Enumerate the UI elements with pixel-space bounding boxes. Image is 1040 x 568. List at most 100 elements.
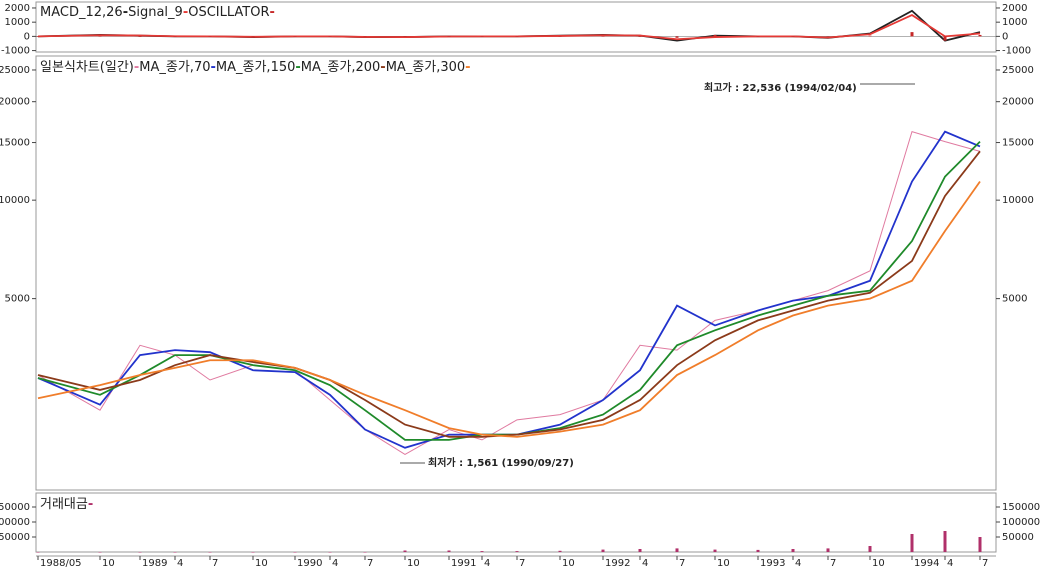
legend-entry: MA_종가,300	[386, 60, 465, 75]
x-tick-label: 4	[947, 558, 953, 568]
y-tick-label: 5000	[5, 294, 30, 305]
y-tick-label: 50000	[1002, 532, 1034, 543]
x-tick-label: 7	[519, 558, 525, 568]
bar	[208, 552, 212, 553]
y-tick-label: 150000	[0, 502, 30, 513]
x-tick-label: 1988/05	[40, 558, 82, 568]
y-tick-label: 0	[24, 31, 30, 42]
bar	[638, 549, 642, 552]
bar	[251, 36, 255, 37]
bar	[713, 34, 717, 37]
bar	[36, 36, 40, 37]
bar	[910, 32, 914, 37]
y-tick-label: 100000	[0, 517, 30, 528]
bar	[910, 534, 914, 552]
series-line	[37, 130, 981, 455]
legend-entry: MACD_12,26	[40, 5, 123, 20]
macd-panel	[35, 1, 997, 53]
series-line	[37, 181, 981, 438]
x-tick-label: 1989	[142, 558, 167, 568]
y-tick-label: 20000	[1002, 97, 1034, 108]
bar	[713, 549, 717, 552]
bar	[328, 36, 332, 37]
bar	[328, 552, 332, 553]
legend-entry: Signal_9	[128, 5, 183, 20]
legend: 일본식차트(일간)-MA_종가,70-MA_종가,150-MA_종가,200-M…	[40, 60, 471, 75]
bar	[138, 552, 142, 553]
x-tick-label: 10	[102, 558, 115, 568]
bar	[791, 36, 795, 37]
bar	[36, 552, 40, 553]
bar	[251, 552, 255, 553]
y-tick-label: 15000	[0, 138, 30, 149]
bar	[675, 548, 679, 552]
bar	[515, 551, 519, 552]
bar	[943, 531, 947, 552]
bar	[826, 548, 830, 552]
bar	[403, 36, 407, 37]
x-tick-label: 7	[982, 558, 988, 568]
x-tick-label: 7	[679, 558, 685, 568]
annotation: 최저가 : 1,561 (1990/09/27)	[428, 456, 574, 469]
legend-swatch: -	[270, 5, 275, 20]
annotation: 최고가 : 22,536 (1994/02/04)	[704, 81, 857, 94]
y-tick-label: 10000	[1002, 195, 1034, 206]
bar	[293, 552, 297, 553]
x-tick-label: 10	[872, 558, 885, 568]
bar	[826, 36, 830, 37]
y-tick-label: -1000	[1002, 46, 1031, 57]
legend: MACD_12,26-Signal_9-OSCILLATOR-	[40, 5, 275, 20]
bar	[173, 552, 177, 553]
bar	[363, 552, 367, 553]
bar	[138, 36, 142, 37]
bar	[558, 36, 562, 37]
bar	[756, 36, 760, 37]
legend-entry: MA_종가,150	[216, 60, 295, 75]
y-tick-label: 2000	[1002, 3, 1027, 14]
x-tick-label: 4	[177, 558, 183, 568]
bar	[638, 36, 642, 37]
x-tick-label: 1991	[451, 558, 476, 568]
y-tick-label: 0	[1002, 31, 1008, 42]
legend-entry: 거래대금	[40, 497, 88, 512]
legend-entry: MA_종가,70	[139, 60, 210, 75]
legend-swatch: -	[123, 5, 128, 20]
bar	[868, 546, 872, 552]
y-tick-label: 25000	[0, 65, 30, 76]
x-tick-label: 1993	[760, 558, 785, 568]
y-tick-label: 20000	[0, 97, 30, 108]
y-tick-label: 25000	[1002, 65, 1034, 76]
legend-swatch: -	[183, 5, 188, 20]
x-tick-label: 1992	[605, 558, 630, 568]
legend-swatch: -	[134, 60, 139, 75]
x-tick-label: 4	[332, 558, 338, 568]
series-line	[37, 150, 981, 438]
bar	[98, 36, 102, 37]
y-tick-label: -1000	[1, 46, 30, 57]
bar	[208, 36, 212, 37]
bar	[791, 549, 795, 552]
legend-swatch: -	[465, 60, 470, 75]
x-tick-label: 10	[407, 558, 420, 568]
bar	[447, 36, 451, 37]
x-tick-label: 10	[562, 558, 575, 568]
bar	[293, 36, 297, 37]
legend: 거래대금-	[40, 497, 93, 512]
bar	[978, 537, 982, 552]
x-tick-label: 1994	[914, 558, 939, 568]
legend-swatch: -	[295, 60, 300, 75]
bar	[868, 35, 872, 37]
x-tick-label: 10	[255, 558, 268, 568]
bar	[98, 552, 102, 553]
legend-swatch: -	[211, 60, 216, 75]
x-tick-label: 4	[795, 558, 801, 568]
bar	[363, 36, 367, 37]
bar	[403, 550, 407, 552]
y-tick-label: 2000	[5, 3, 30, 14]
bar	[675, 36, 679, 38]
legend-entry: MA_종가,200	[301, 60, 380, 75]
bar	[173, 36, 177, 37]
y-tick-label: 50000	[0, 532, 30, 543]
